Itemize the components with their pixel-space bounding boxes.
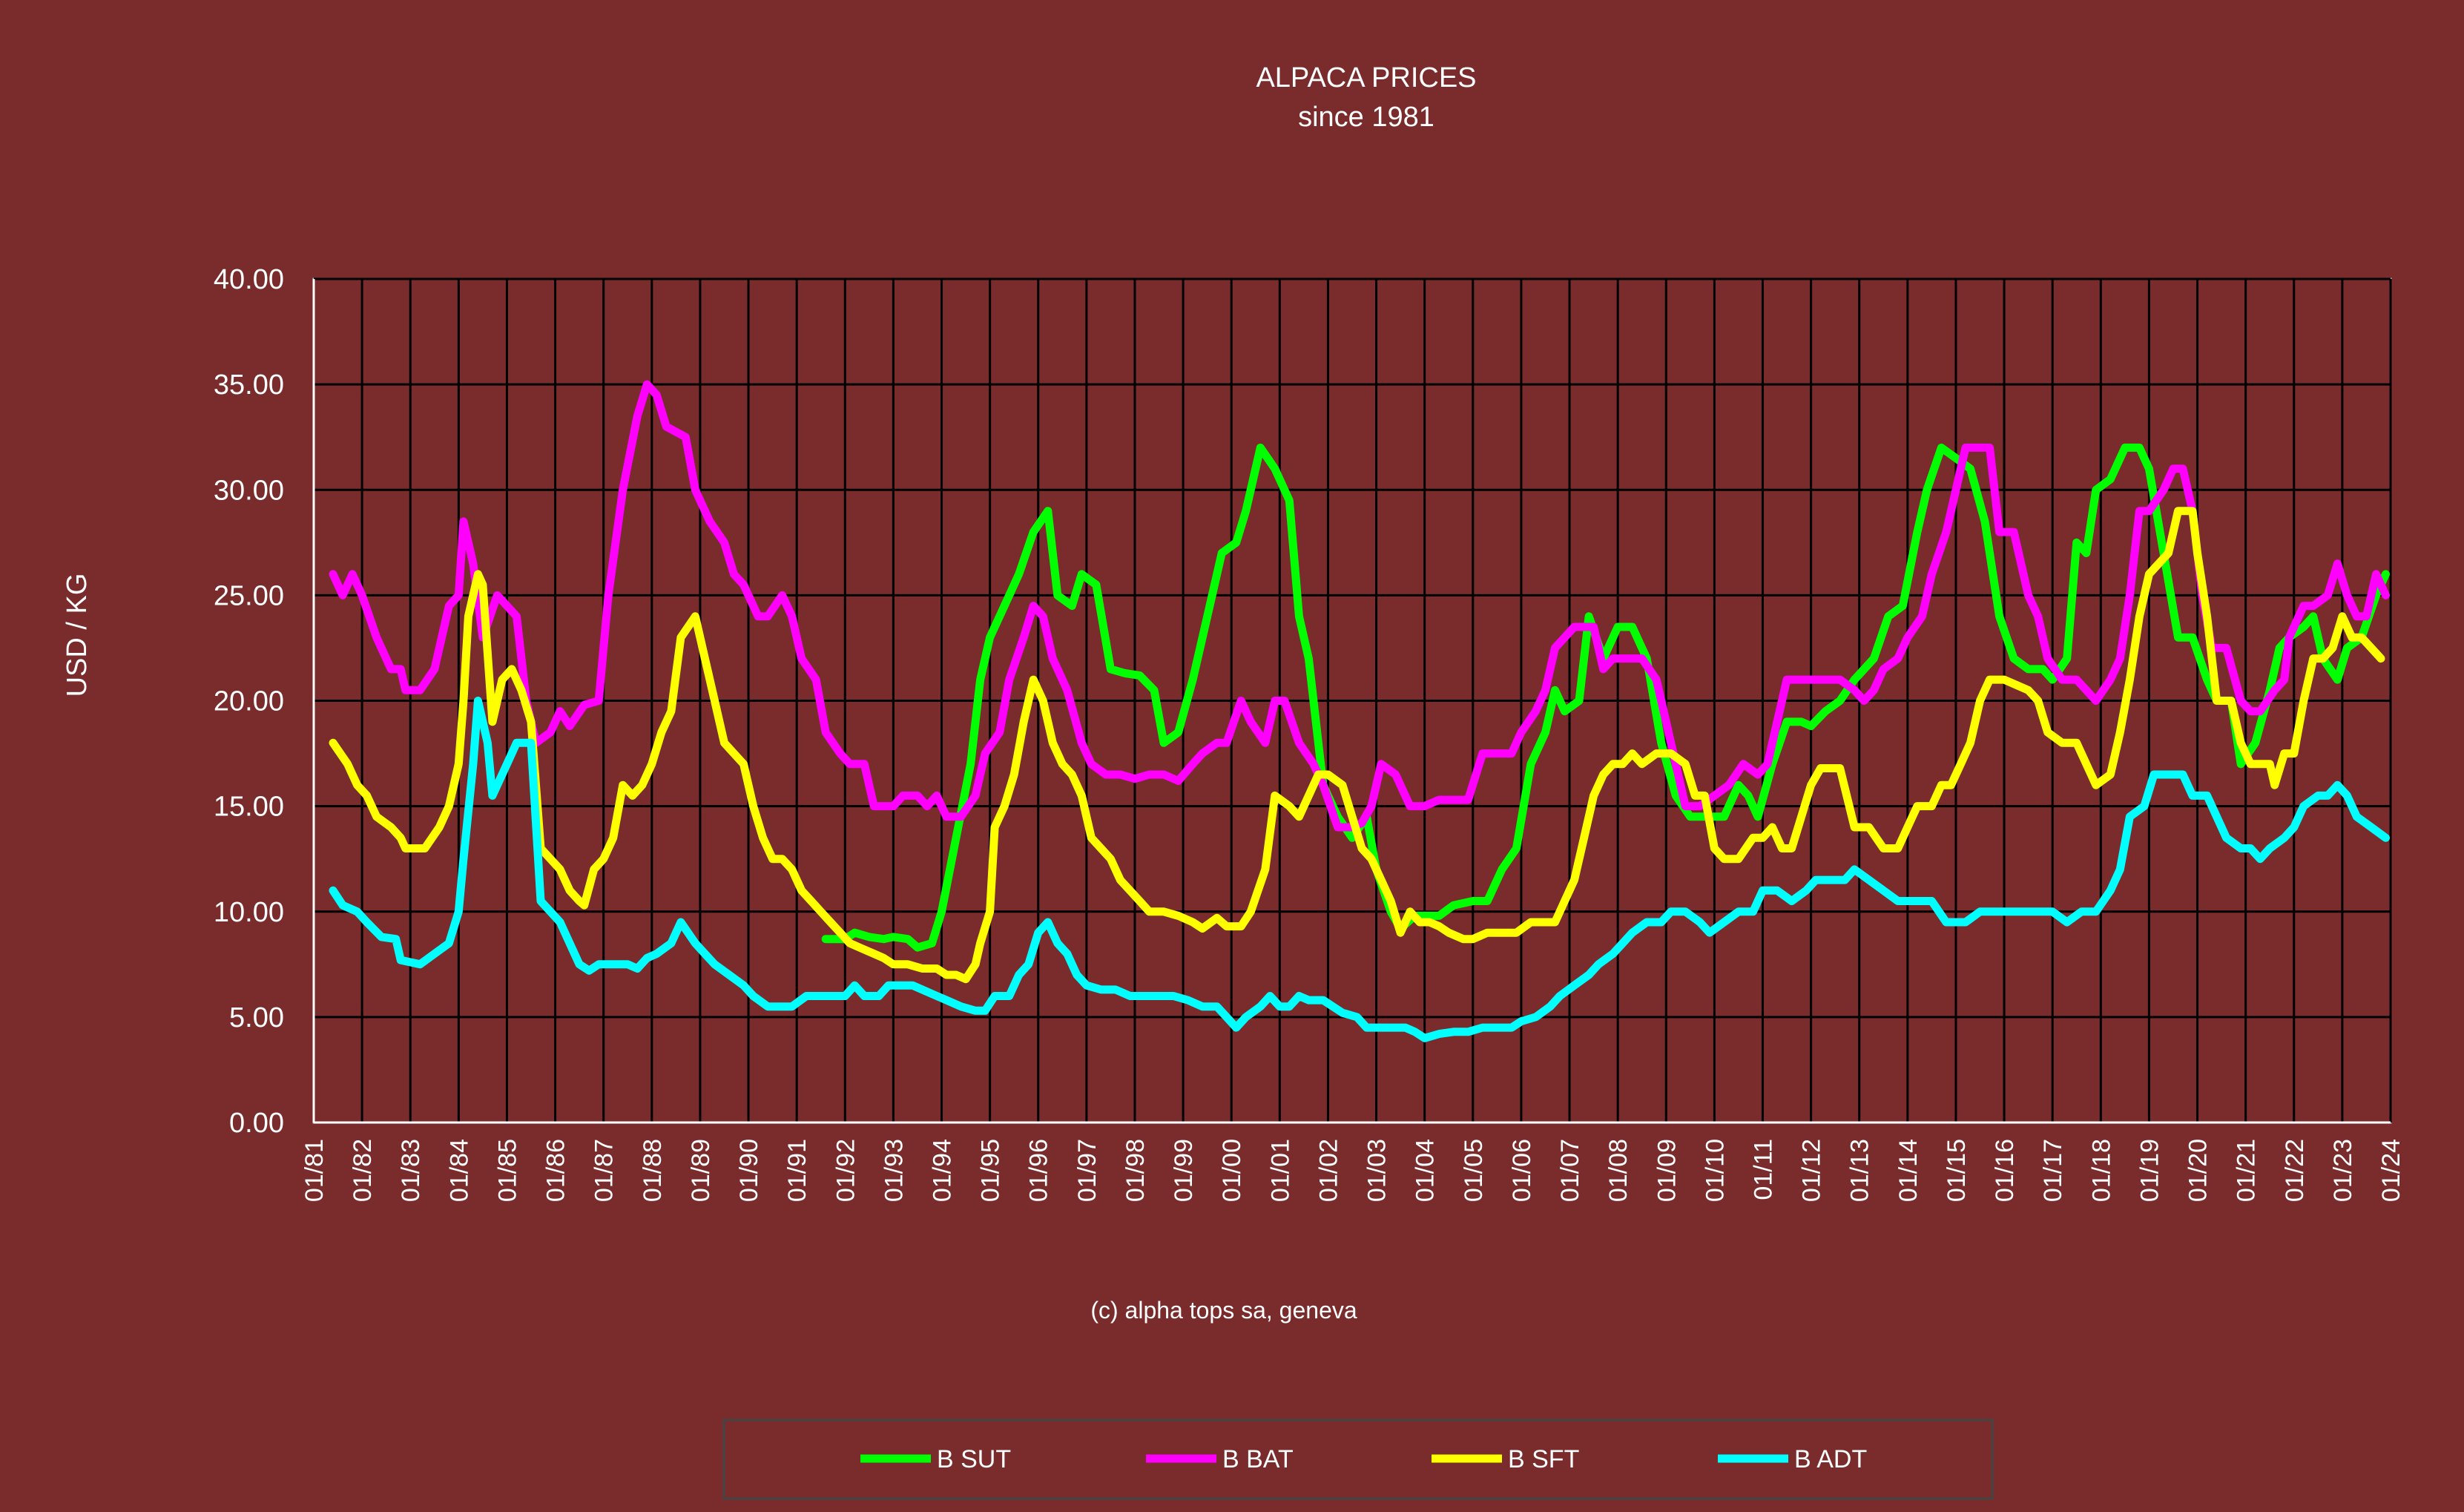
x-tick-label: 01/21	[2233, 1139, 2261, 1202]
y-tick-label: 15.00	[214, 792, 284, 823]
x-tick-label: 01/08	[1604, 1139, 1633, 1202]
x-tick-label: 01/04	[1411, 1139, 1440, 1202]
y-tick-label: 25.00	[214, 580, 284, 611]
x-tick-label: 01/05	[1460, 1139, 1488, 1202]
y-tick-label: 0.00	[229, 1108, 284, 1139]
chart-title: ALPACA PRICES	[1256, 62, 1476, 93]
x-tick-label: 01/91	[783, 1139, 811, 1202]
legend-label: B SUT	[937, 1445, 1011, 1473]
x-tick-label: 01/90	[735, 1139, 763, 1202]
x-tick-label: 01/83	[397, 1139, 425, 1202]
x-tick-label: 01/01	[1266, 1139, 1294, 1202]
x-tick-label: 01/82	[349, 1139, 377, 1202]
x-tick-label: 01/07	[1556, 1139, 1584, 1202]
x-tick-label: 01/18	[2087, 1139, 2115, 1202]
y-tick-label: 10.00	[214, 897, 284, 928]
x-tick-label: 01/81	[300, 1139, 329, 1202]
x-tick-label: 01/85	[493, 1139, 521, 1202]
x-tick-label: 01/97	[1073, 1139, 1101, 1202]
y-tick-label: 35.00	[214, 369, 284, 401]
x-tick-label: 01/89	[687, 1139, 715, 1202]
x-tick-label: 01/94	[929, 1139, 957, 1202]
series-line-b-sut	[821, 443, 2390, 952]
x-tick-label: 01/23	[2329, 1139, 2357, 1202]
chart-subtitle: since 1981	[1298, 102, 1434, 133]
y-tick-label: 30.00	[214, 475, 284, 506]
x-tick-label: 01/22	[2281, 1139, 2309, 1202]
x-tick-label: 01/86	[542, 1139, 570, 1202]
x-tick-label: 01/19	[2135, 1139, 2164, 1202]
legend: B SUT B BAT B SFT B ADT	[860, 1445, 1867, 1473]
y-tick-label: 5.00	[229, 1002, 284, 1033]
x-tick-label: 01/84	[445, 1139, 473, 1202]
x-tick-label: 01/96	[1025, 1139, 1053, 1202]
x-tick-label: 01/14	[1894, 1139, 1923, 1202]
x-tick-label: 01/02	[1314, 1139, 1343, 1202]
y-tick-label: 20.00	[214, 686, 284, 717]
series-lines	[329, 380, 2390, 1042]
series-line-b-sft	[329, 507, 2385, 984]
y-tick-label: 40.00	[214, 264, 284, 295]
x-tick-label: 01/12	[1798, 1139, 1826, 1202]
x-tick-label: 01/92	[831, 1139, 860, 1202]
x-tick-label: 01/20	[2184, 1139, 2213, 1202]
x-tick-label: 01/03	[1363, 1139, 1391, 1202]
y-axis-label: USD / KG	[62, 573, 93, 697]
x-tick-label: 01/13	[1846, 1139, 1874, 1202]
x-tick-label: 01/98	[1121, 1139, 1150, 1202]
legend-label: B SFT	[1508, 1445, 1579, 1473]
x-tick-label: 01/95	[977, 1139, 1005, 1202]
x-tick-label: 01/16	[1991, 1139, 2019, 1202]
legend-label: B ADT	[1794, 1445, 1867, 1473]
x-tick-label: 01/00	[1218, 1139, 1246, 1202]
x-tick-label: 01/15	[1943, 1139, 1971, 1202]
footer-credit: (c) alpha tops sa, geneva	[1090, 1297, 1357, 1324]
series-line-b-bat	[329, 380, 2390, 832]
x-tick-label: 01/99	[1170, 1139, 1198, 1202]
x-axis-ticks: 01/81 01/82 01/83 01/84 01/85 01/86 01/87 01/88…	[300, 1139, 2405, 1202]
x-tick-label: 01/93	[880, 1139, 908, 1202]
x-tick-label: 01/09	[1653, 1139, 1681, 1202]
y-axis-ticks: 0.00 5.00 10.00 15.00 20.00 25.00 30.00 35.00 40…	[214, 264, 284, 1139]
legend-label: B BAT	[1222, 1445, 1294, 1473]
x-tick-label: 01/24	[2377, 1139, 2405, 1202]
x-tick-label: 01/88	[639, 1139, 667, 1202]
x-tick-label: 01/17	[2039, 1139, 2067, 1202]
x-tick-label: 01/10	[1701, 1139, 1729, 1202]
x-tick-label: 01/06	[1508, 1139, 1536, 1202]
x-tick-label: 01/11	[1749, 1139, 1777, 1200]
series-line-b-adt	[329, 697, 2390, 1042]
x-tick-label: 01/87	[590, 1139, 619, 1202]
